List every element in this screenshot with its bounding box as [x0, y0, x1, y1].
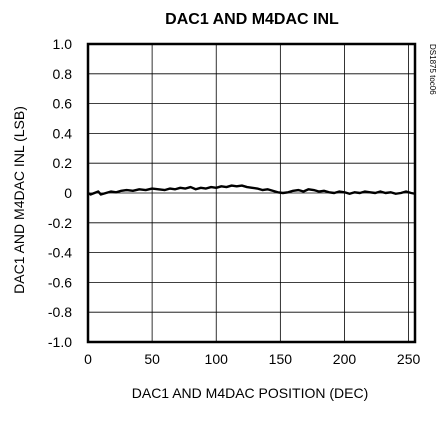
x-tick-label: 50 — [144, 351, 160, 367]
x-tick-label: 150 — [269, 351, 293, 367]
grid — [87, 43, 415, 343]
inl-series-line-0 — [87, 184, 416, 196]
y-tick-label: -0.6 — [48, 274, 72, 290]
y-tick-label: -0.4 — [48, 245, 72, 261]
x-tick-label: 100 — [205, 351, 229, 367]
y-axis-label: DAC1 AND M4DAC INL (LSB) — [11, 106, 27, 294]
y-tick-label: 0 — [64, 185, 72, 201]
chart-title: DAC1 AND M4DAC INL — [165, 11, 339, 28]
figure-code: DS1875 toc06 — [428, 44, 436, 95]
tick-labels: 0 50 100 150 200 250 -1.0 -0.8 -0.6 -0.4 -0.2 0 0.2 0… — [48, 36, 421, 367]
y-tick-label: -0.2 — [48, 215, 72, 231]
y-tick-label: 0.4 — [53, 125, 73, 141]
y-tick-label: -0.8 — [48, 304, 72, 320]
x-tick-label: 0 — [84, 351, 92, 367]
y-tick-label: 0.6 — [53, 96, 73, 112]
x-axis-label: DAC1 AND M4DAC POSITION (DEC) — [132, 385, 368, 401]
y-tick-label: -1.0 — [48, 334, 72, 350]
y-tick-label: 0.2 — [53, 155, 73, 171]
x-tick-label: 200 — [333, 351, 357, 367]
y-tick-label: 1.0 — [53, 36, 73, 52]
x-tick-label: 250 — [397, 351, 421, 367]
series-layer — [87, 184, 416, 196]
y-tick-label: 0.8 — [53, 66, 73, 82]
